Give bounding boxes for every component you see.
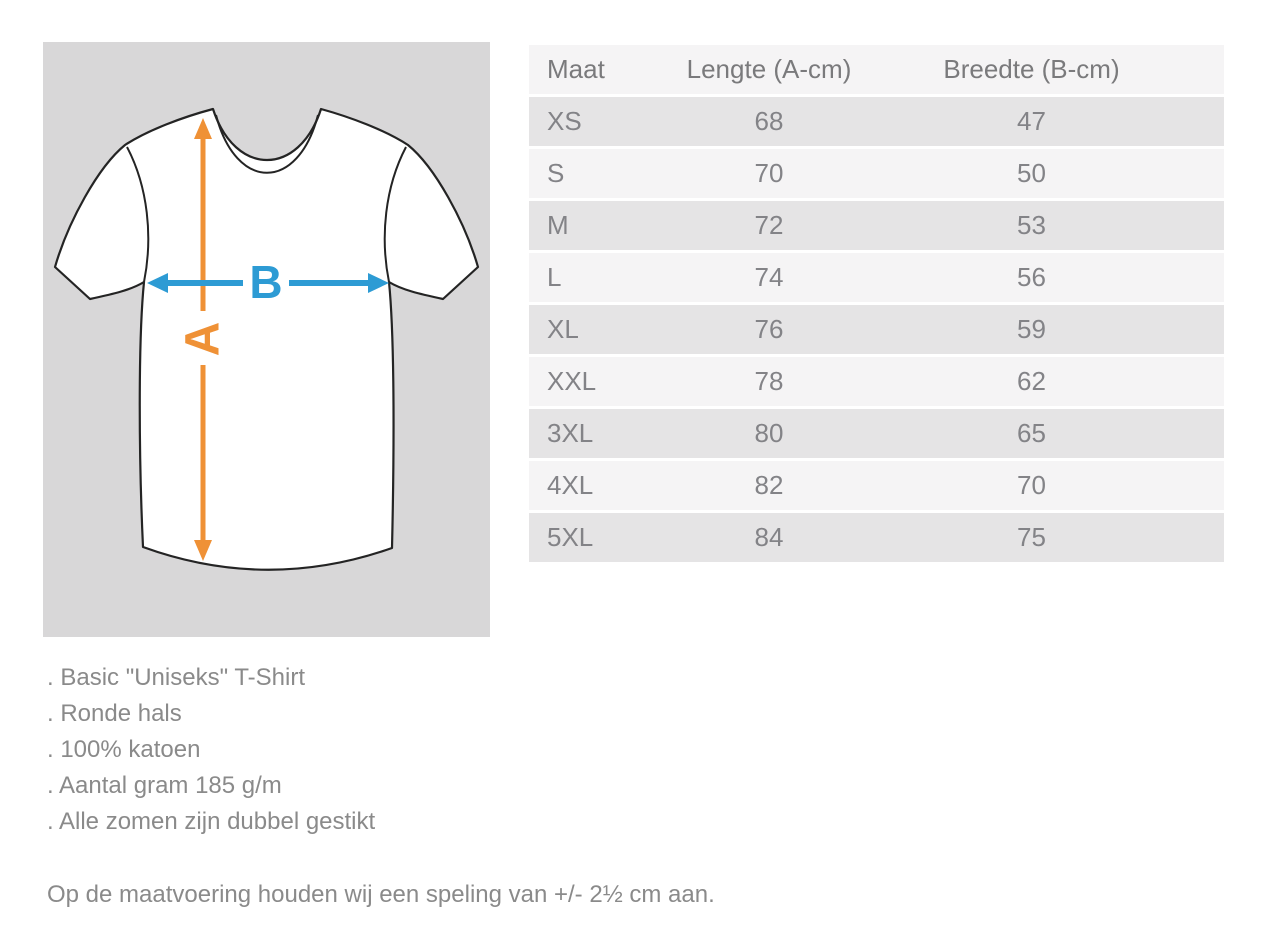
cell-lengte: 80	[644, 409, 894, 458]
size-table-body: XS 68 47 S 70 50 M 72 53 L 74 56 XL 76 5…	[529, 97, 1224, 562]
collar-inner-line	[215, 114, 319, 174]
size-table-row: S 70 50	[529, 149, 1224, 198]
cell-breedte: 53	[894, 201, 1224, 250]
cell-maat: XXL	[529, 357, 644, 406]
product-detail-item: . Ronde hals	[47, 700, 182, 727]
cell-lengte: 70	[644, 149, 894, 198]
width-label: B	[249, 256, 282, 308]
size-table-row: L 74 56	[529, 253, 1224, 302]
tshirt-outline	[53, 107, 480, 571]
cell-maat: S	[529, 149, 644, 198]
cell-lengte: 84	[644, 513, 894, 562]
cell-breedte: 65	[894, 409, 1224, 458]
cell-lengte: 74	[644, 253, 894, 302]
product-detail-item: . Basic "Uniseks" T-Shirt	[47, 664, 305, 691]
cell-maat: 4XL	[529, 461, 644, 510]
cell-lengte: 78	[644, 357, 894, 406]
cell-breedte: 62	[894, 357, 1224, 406]
cell-breedte: 47	[894, 97, 1224, 146]
armhole-seam-right	[383, 146, 407, 283]
length-label: A	[177, 322, 230, 357]
cell-breedte: 56	[894, 253, 1224, 302]
cell-breedte: 70	[894, 461, 1224, 510]
product-detail-item: . Alle zomen zijn dubbel gestikt	[47, 808, 376, 835]
size-table-row: 5XL 84 75	[529, 513, 1224, 562]
size-table: Maat Lengte (A-cm) Breedte (B-cm) XS 68 …	[529, 42, 1224, 565]
cell-lengte: 76	[644, 305, 894, 354]
cell-breedte: 50	[894, 149, 1224, 198]
size-table-row: XL 76 59	[529, 305, 1224, 354]
tolerance-note: Op de maatvoering houden wij een speling…	[47, 881, 715, 908]
width-arrow: B	[147, 256, 389, 308]
size-table-container: Maat Lengte (A-cm) Breedte (B-cm) XS 68 …	[529, 42, 1224, 565]
size-table-row: XS 68 47	[529, 97, 1224, 146]
size-table-row: 4XL 82 70	[529, 461, 1224, 510]
cell-maat: XS	[529, 97, 644, 146]
tshirt-diagram-panel: A B	[43, 42, 490, 637]
cell-maat: L	[529, 253, 644, 302]
size-table-row: 3XL 80 65	[529, 409, 1224, 458]
column-header-lengte: Lengte (A-cm)	[644, 45, 894, 94]
column-header-maat: Maat	[529, 45, 644, 94]
size-table-row: XXL 78 62	[529, 357, 1224, 406]
size-table-header-row: Maat Lengte (A-cm) Breedte (B-cm)	[529, 45, 1224, 94]
column-header-breedte: Breedte (B-cm)	[894, 45, 1224, 94]
product-detail-item: . Aantal gram 185 g/m	[47, 772, 282, 799]
cell-breedte: 59	[894, 305, 1224, 354]
cell-breedte: 75	[894, 513, 1224, 562]
tshirt-graphic: A B	[53, 107, 480, 571]
product-detail-item: . 100% katoen	[47, 736, 201, 763]
cell-maat: XL	[529, 305, 644, 354]
cell-maat: 3XL	[529, 409, 644, 458]
armhole-seam-left	[126, 146, 150, 283]
cell-lengte: 82	[644, 461, 894, 510]
product-details-list: . Basic "Uniseks" T-Shirt . Ronde hals . 1…	[47, 660, 375, 840]
cell-lengte: 72	[644, 201, 894, 250]
cell-maat: M	[529, 201, 644, 250]
size-table-row: M 72 53	[529, 201, 1224, 250]
cell-lengte: 68	[644, 97, 894, 146]
cell-maat: 5XL	[529, 513, 644, 562]
